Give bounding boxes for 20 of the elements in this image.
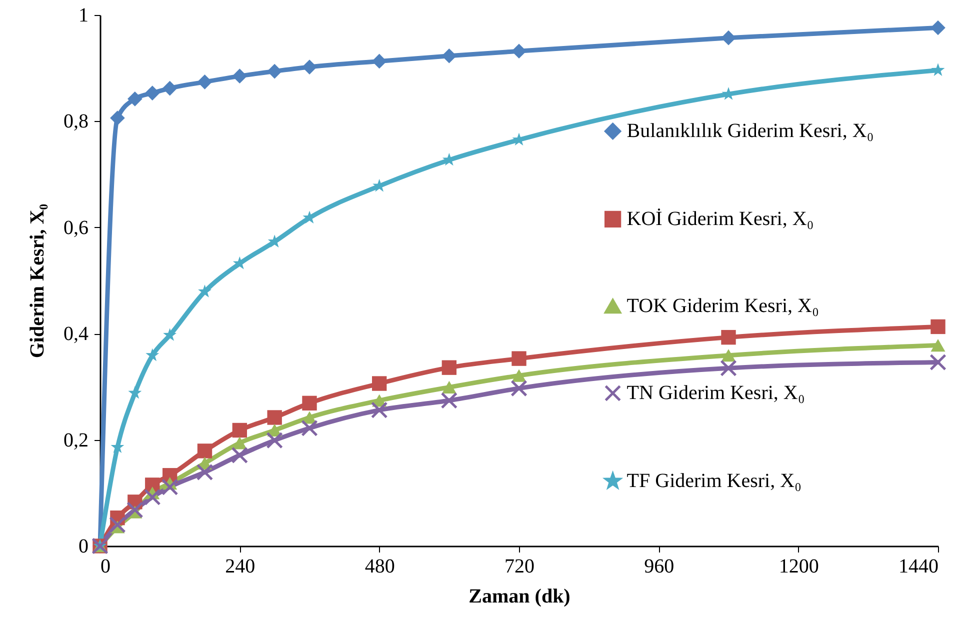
- x-tick-label: 480: [364, 556, 395, 578]
- y-tick-label: 0,2: [64, 429, 88, 452]
- legend-label: Bulanıklılık Giderim Kesri, X₀: [626, 120, 874, 142]
- legend-label: TOK Giderim Kesri, X₀: [626, 295, 819, 318]
- y-tick-label: 1: [78, 4, 88, 26]
- x-tick-label: 1200: [778, 556, 819, 578]
- legend-label: TN Giderim Kesri, X₀: [626, 382, 805, 404]
- legend-label: KOİ Giderim Kesri, X₀: [626, 208, 814, 230]
- legend-label: TF Giderim Kesri, X₀: [626, 470, 802, 492]
- y-tick-label: 0,8: [64, 110, 88, 133]
- x-tick-label: 0: [100, 556, 110, 578]
- x-tick-label: 960: [644, 556, 674, 578]
- x-axis-title: Zaman (dk): [468, 586, 570, 608]
- x-tick-label: 1440: [898, 556, 938, 578]
- y-tick-label: 0,6: [64, 216, 88, 239]
- x-tick-label: 720: [504, 556, 534, 578]
- y-tick-label: 0,4: [64, 323, 88, 346]
- y-axis-title: Giderim Kesri, X₀: [26, 204, 48, 358]
- y-tick-label: 0: [78, 536, 88, 558]
- x-tick-label: 240: [225, 556, 256, 578]
